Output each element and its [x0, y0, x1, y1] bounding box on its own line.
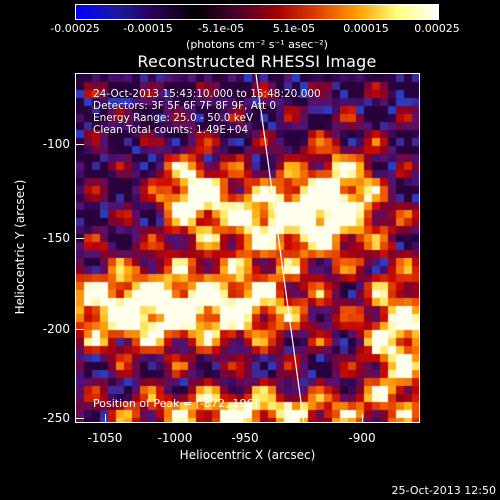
- y-major-tick: [75, 329, 84, 330]
- annotation-algorithm: Clean Total counts: 1.49E+04: [93, 124, 249, 136]
- colorbar-tick-label: 5.1e-05: [272, 22, 316, 35]
- annotation-peak-position: Position of Peak = [-872,-196]: [93, 397, 258, 410]
- x-tick-label: -1000: [157, 431, 193, 445]
- annotation-detectors: Detectors: 3F 5F 6F 7F 8F 9F, Att 0: [93, 100, 277, 112]
- limb-line-segment: [255, 74, 305, 422]
- x-major-tick: [362, 414, 363, 423]
- x-tick-label: -1050: [87, 431, 123, 445]
- annotation-time-range: 24-Oct-2013 15:43:10.000 to 15:48:20.000: [93, 88, 321, 100]
- colorbar-tick-label: -0.00015: [123, 22, 173, 35]
- y-axis-label: Heliocentric Y (arcsec): [13, 179, 27, 315]
- x-major-tick: [245, 414, 246, 423]
- image-plot-area: 24-Oct-2013 15:43:10.000 to 15:48:20.000…: [75, 73, 420, 423]
- colorbar-tick-label: 0.00025: [414, 22, 460, 35]
- y-major-tick: [75, 144, 84, 145]
- colorbar-tick-label: -5.1e-05: [197, 22, 245, 35]
- colorbar-tick-label: -0.00025: [50, 22, 100, 35]
- x-major-tick: [175, 414, 176, 423]
- render-timestamp: 25-Oct-2013 12:50: [391, 484, 496, 497]
- y-tick-label: -100: [42, 137, 70, 151]
- y-major-tick: [75, 418, 84, 419]
- solar-limb-line: [255, 74, 305, 422]
- y-tick-label: -250: [42, 411, 70, 425]
- annotation-energy-range: Energy Range: 25.0 - 50.0 keV: [93, 112, 254, 124]
- x-axis-label: Heliocentric X (arcsec): [179, 448, 316, 462]
- colorbar-unit-label: (photons cm⁻² s⁻¹ asec⁻²): [186, 38, 328, 51]
- rhessi-heatmap-image: [76, 74, 419, 422]
- colorbar-tick-label: 0.00015: [343, 22, 389, 35]
- x-tick-label: -900: [348, 431, 376, 445]
- y-tick-label: -200: [42, 322, 70, 336]
- x-tick-label: -950: [231, 431, 259, 445]
- y-tick-label: -150: [42, 231, 70, 245]
- colorbar-gradient: [75, 4, 439, 20]
- y-major-tick: [75, 238, 84, 239]
- plot-title: Reconstructed RHESSI Image: [137, 52, 377, 71]
- x-major-tick: [105, 414, 106, 423]
